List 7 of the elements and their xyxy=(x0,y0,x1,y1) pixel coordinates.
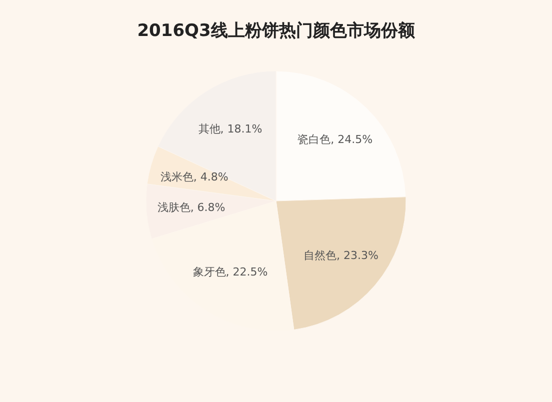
slice-label: 象牙色, 22.5% xyxy=(192,266,268,279)
slice-label: 浅米色, 4.8% xyxy=(160,170,228,184)
slice-label: 浅肤色, 6.8% xyxy=(157,200,226,214)
slice-label: 瓷白色, 24.5% xyxy=(298,132,373,146)
slice-label: 其他, 18.1% xyxy=(198,122,262,136)
chart-title: 2016Q3线上粉饼热门颜色市场份额 xyxy=(137,21,416,41)
slice-label: 自然色, 23.3% xyxy=(304,248,378,262)
